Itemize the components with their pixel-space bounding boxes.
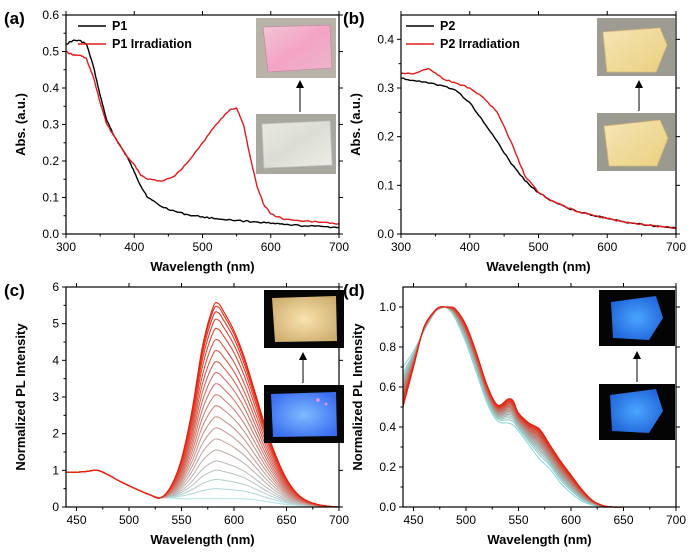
y-tick-label: 5 — [52, 317, 59, 331]
x-tick-label: 600 — [261, 240, 281, 254]
x-tick-label: 550 — [171, 513, 191, 527]
series-group — [65, 39, 340, 229]
x-tick-label: 500 — [528, 240, 548, 254]
panel-c-pl-p1: 450 500 550 600 650 700 0 1 2 3 4 5 6 Wavelength (nm)… — [4, 280, 349, 547]
y-tick-label: 0.4 — [377, 32, 394, 46]
x-tick-label: 400 — [460, 240, 480, 254]
series-group — [400, 67, 677, 230]
y-tick-label: 0.0 — [42, 227, 59, 241]
y-tick-label: 0.0 — [379, 500, 396, 514]
panel-a-absorbance-p1: 300 400 500 600 700 0.0 0.1 0.2 0.3 0.4 0.5 0.6 Wave… — [4, 8, 349, 274]
series-p2-irradiation — [400, 67, 677, 230]
x-tick-label: 500 — [456, 513, 476, 527]
panel-label: (b) — [343, 9, 365, 28]
x-tick-label: 700 — [329, 240, 349, 254]
inset-photos-b — [597, 18, 675, 171]
x-tick-label: 500 — [192, 240, 212, 254]
y-axis-title: Abs. (a.u.) — [13, 93, 28, 156]
y-axis-title: Abs. (a.u.) — [348, 93, 363, 156]
panel-label: (a) — [4, 9, 25, 28]
x-tick-label: 300 — [391, 240, 411, 254]
y-tick-label: 0.2 — [42, 154, 59, 168]
legend-label: P2 — [440, 19, 455, 33]
legend-label: P1 — [112, 19, 127, 33]
inset-photos-c — [264, 290, 344, 443]
x-tick-label: 650 — [276, 513, 296, 527]
y-tick-label: 1 — [52, 463, 59, 477]
x-axis-title: Wavelength (nm) — [486, 259, 590, 274]
x-tick-label: 650 — [613, 513, 633, 527]
y-tick-label: 0.1 — [377, 178, 394, 192]
x-axis-title: Wavelength (nm) — [487, 532, 591, 547]
legend: P2 P2 Irradiation — [406, 19, 520, 51]
y-tick-label: 0.1 — [42, 191, 59, 205]
series-p1 — [65, 39, 340, 229]
x-axis-title: Wavelength (nm) — [150, 259, 254, 274]
y-tick-label: 0.0 — [377, 227, 394, 241]
y-tick-label: 3 — [52, 390, 59, 404]
y-tick-label: 0.8 — [379, 340, 396, 354]
y-tick-label: 0.3 — [377, 81, 394, 95]
y-tick-label: 2 — [52, 427, 59, 441]
y-tick-label: 0 — [52, 500, 59, 514]
x-tick-label: 500 — [119, 513, 139, 527]
y-tick-label: 6 — [52, 280, 59, 294]
y-tick-label: 1.0 — [379, 300, 396, 314]
y-tick-label: 0.2 — [379, 460, 396, 474]
panel-label: (d) — [343, 281, 365, 300]
y-tick-label: 0.5 — [42, 45, 59, 59]
legend-label: P1 Irradiation — [112, 37, 192, 51]
y-tick-label: 4 — [52, 353, 59, 367]
x-tick-label: 700 — [666, 513, 686, 527]
y-tick-label: 0.3 — [42, 118, 59, 132]
panel-b-absorbance-p2: 300 400 500 600 700 0.0 0.1 0.2 0.3 0.4 Wavelength… — [343, 9, 686, 274]
x-tick-label: 600 — [561, 513, 581, 527]
x-tick-label: 450 — [66, 513, 86, 527]
y-tick-label: 0.4 — [379, 420, 396, 434]
pl-spectrum-17 — [402, 306, 677, 508]
y-tick-label: 0.6 — [379, 380, 396, 394]
panel-d-pl-p2: 450 500 550 600 650 700 0.0 0.2 0.4 0.6 0.8 1.0 Wave… — [343, 281, 686, 547]
x-tick-label: 400 — [124, 240, 144, 254]
series-group — [65, 301, 340, 508]
x-tick-label: 600 — [597, 240, 617, 254]
inset-photos-d — [599, 290, 675, 440]
x-tick-label: 300 — [56, 240, 76, 254]
pl-spectrum-20 — [65, 301, 340, 508]
panel-label: (c) — [4, 281, 25, 300]
y-axis-title: Normalized PL Intensity — [350, 323, 365, 471]
x-tick-label: 700 — [666, 240, 686, 254]
x-tick-label: 600 — [224, 513, 244, 527]
x-tick-label: 700 — [329, 513, 349, 527]
y-tick-label: 0.4 — [42, 81, 59, 95]
plot-frame — [402, 286, 677, 508]
x-tick-label: 450 — [403, 513, 423, 527]
series-p1-irradiation — [65, 50, 340, 225]
y-tick-label: 0.6 — [42, 8, 59, 22]
x-tick-label: 550 — [508, 513, 528, 527]
series-group — [402, 306, 677, 508]
y-tick-label: 0.2 — [377, 130, 394, 144]
inset-photos-a — [256, 18, 336, 174]
legend: P1 P1 Irradiation — [78, 19, 192, 51]
x-axis-title: Wavelength (nm) — [150, 532, 254, 547]
y-axis-title: Normalized PL Intensity — [13, 323, 28, 471]
legend-label: P2 Irradiation — [440, 37, 520, 51]
